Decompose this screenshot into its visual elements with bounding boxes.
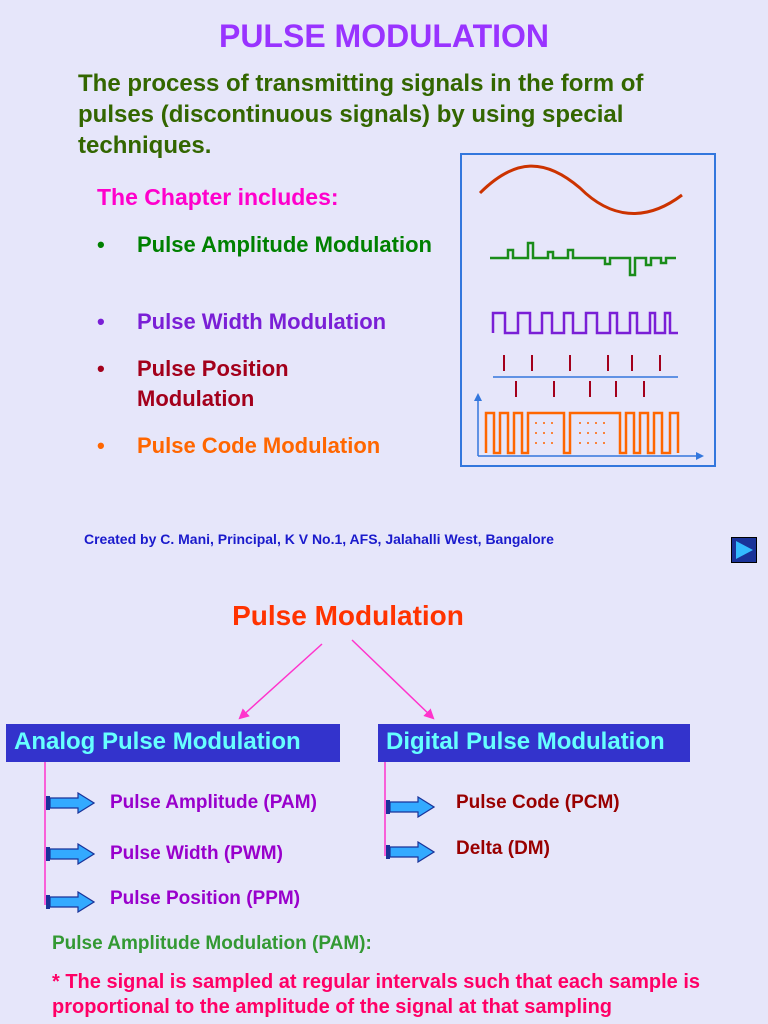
arrow-icon — [46, 792, 95, 814]
bullet-label: Pulse Width Modulation — [137, 309, 387, 334]
pam-heading: Pulse Amplitude Modulation (PAM): — [52, 933, 372, 954]
arrow-icon — [386, 796, 435, 818]
bullet-dot: • — [97, 232, 105, 257]
branch-arrow-digital — [351, 639, 435, 720]
branch-arrow-analog — [238, 643, 323, 720]
bullet-dot: • — [97, 433, 105, 458]
pwm-wave — [491, 311, 678, 335]
item-pam: Pulse Amplitude (PAM) — [110, 792, 317, 813]
arrow-icon — [386, 841, 435, 863]
bullet-dot: • — [97, 356, 105, 381]
waveform-diagram — [460, 153, 716, 467]
bullet-pcm: • Pulse Code Modulation — [97, 431, 457, 463]
digital-pulse-modulation-box: Digital Pulse Modulation — [378, 724, 690, 762]
intro-text: The process of transmitting signals in t… — [78, 70, 644, 159]
bullet-pam: • Pulse Amplitude Modulation — [97, 230, 457, 292]
item-pwm: Pulse Width (PWM) — [110, 843, 283, 864]
pulse-modulation-heading: Pulse Modulation — [232, 600, 464, 631]
bullet-label: Pulse Amplitude Modulation — [137, 232, 432, 257]
arrow-icon — [46, 891, 95, 913]
bullet-label: Pulse Code Modulation — [137, 433, 381, 458]
item-ppm: Pulse Position (PPM) — [110, 888, 301, 909]
bullet-ppm: • Pulse Position Modulation — [97, 354, 457, 416]
pam-wave — [490, 241, 676, 277]
sine-wave — [478, 164, 683, 215]
bullet-label: Pulse Position Modulation — [137, 356, 289, 411]
item-dm: Delta (DM) — [456, 838, 550, 859]
credit-text: Created by C. Mani, Principal, K V No.1,… — [84, 531, 554, 547]
pam-description: * The signal is sampled at regular inter… — [52, 971, 701, 1018]
item-pcm: Pulse Code (PCM) — [456, 792, 620, 813]
pcm-wave — [484, 411, 680, 455]
pcm-dots — [535, 422, 605, 444]
play-forward-icon[interactable] — [731, 537, 757, 563]
ppm-pulses — [503, 355, 661, 397]
arrow-icon — [46, 843, 95, 865]
bullet-pwm: • Pulse Width Modulation — [97, 307, 457, 339]
analog-pulse-modulation-box: Analog Pulse Modulation — [6, 724, 340, 762]
bullet-dot: • — [97, 309, 105, 334]
chapter-heading: The Chapter includes: — [97, 184, 339, 210]
slide-title: PULSE MODULATION — [218, 18, 550, 54]
